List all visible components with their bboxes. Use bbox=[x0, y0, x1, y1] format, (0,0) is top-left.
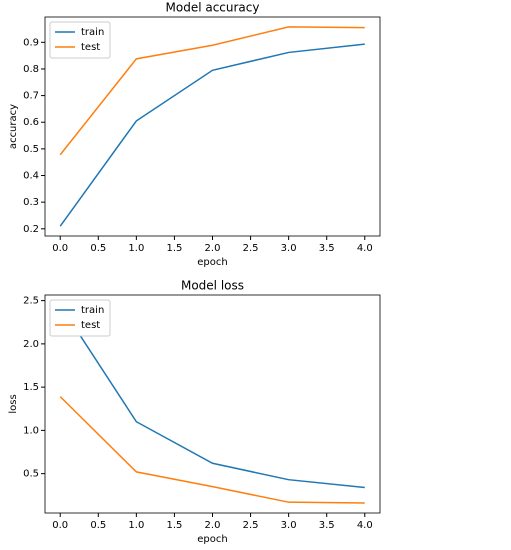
legend-label: train bbox=[81, 305, 104, 316]
y-tick-label: 0.9 bbox=[23, 37, 39, 48]
chart: Model loss epoch loss 0.0 0.5 1.0 1.5 2.0 2.5 3.0… bbox=[8, 279, 381, 545]
x-tick-label: 3.5 bbox=[319, 520, 335, 531]
x-tick-label: 2.0 bbox=[205, 243, 221, 254]
x-tick-label: 1.0 bbox=[128, 520, 144, 531]
y-tick-label: 0.5 bbox=[23, 469, 39, 480]
y-axis-label: accuracy bbox=[8, 104, 19, 149]
x-tick-label: 0.5 bbox=[90, 520, 106, 531]
line bbox=[59, 304, 365, 489]
chart: Model accuracy epoch accuracy 0.0 0.5 1.0 1.5 2… bbox=[8, 1, 381, 268]
legend: train test bbox=[49, 21, 111, 59]
y-tick-label: 0.6 bbox=[23, 117, 39, 128]
legend-box bbox=[49, 299, 111, 337]
x-tick-label: 0.5 bbox=[90, 243, 106, 254]
y-tick-label: 2.0 bbox=[23, 339, 39, 350]
axes-frame bbox=[44, 16, 381, 237]
x-tick-label: 1.0 bbox=[128, 243, 144, 254]
chart-title: Model accuracy bbox=[166, 1, 260, 15]
x-tick-label: 0.0 bbox=[52, 520, 68, 531]
line bbox=[59, 26, 365, 156]
y-tick-label: 0.8 bbox=[23, 64, 39, 75]
legend-box bbox=[49, 21, 111, 59]
x-tick-label: 1.5 bbox=[166, 520, 182, 531]
x-tick-label: 4.0 bbox=[357, 243, 373, 254]
x-tick-label: 3.0 bbox=[281, 243, 297, 254]
x-tick-label: 0.0 bbox=[52, 243, 68, 254]
x-tick-label: 3.5 bbox=[319, 243, 335, 254]
y-tick-label: 0.2 bbox=[23, 224, 39, 235]
y-tick-label: 1.0 bbox=[23, 425, 39, 436]
x-axis-label: epoch bbox=[197, 534, 227, 545]
axes-frame bbox=[44, 294, 381, 514]
x-tick-label: 3.0 bbox=[281, 520, 297, 531]
y-tick-label: 1.5 bbox=[23, 382, 39, 393]
legend-label: train bbox=[81, 27, 104, 38]
y-tick-label: 0.5 bbox=[23, 144, 39, 155]
legend-label: test bbox=[81, 320, 100, 331]
x-tick-label: 1.5 bbox=[166, 243, 182, 254]
y-axis-label: loss bbox=[8, 394, 19, 413]
line bbox=[59, 396, 365, 504]
y-tick-label: 0.4 bbox=[23, 171, 39, 182]
line bbox=[59, 43, 365, 227]
x-tick-label: 4.0 bbox=[357, 520, 373, 531]
x-tick-label: 2.5 bbox=[243, 520, 259, 531]
legend-label: test bbox=[81, 42, 100, 53]
x-tick-label: 2.0 bbox=[205, 520, 221, 531]
x-tick-label: 2.5 bbox=[243, 243, 259, 254]
x-axis-label: epoch bbox=[197, 257, 227, 268]
y-tick-label: 0.3 bbox=[23, 197, 39, 208]
y-tick-label: 0.7 bbox=[23, 91, 39, 102]
chart-title: Model loss bbox=[181, 279, 244, 293]
legend: train test bbox=[49, 299, 111, 337]
y-tick-label: 2.5 bbox=[23, 296, 39, 307]
